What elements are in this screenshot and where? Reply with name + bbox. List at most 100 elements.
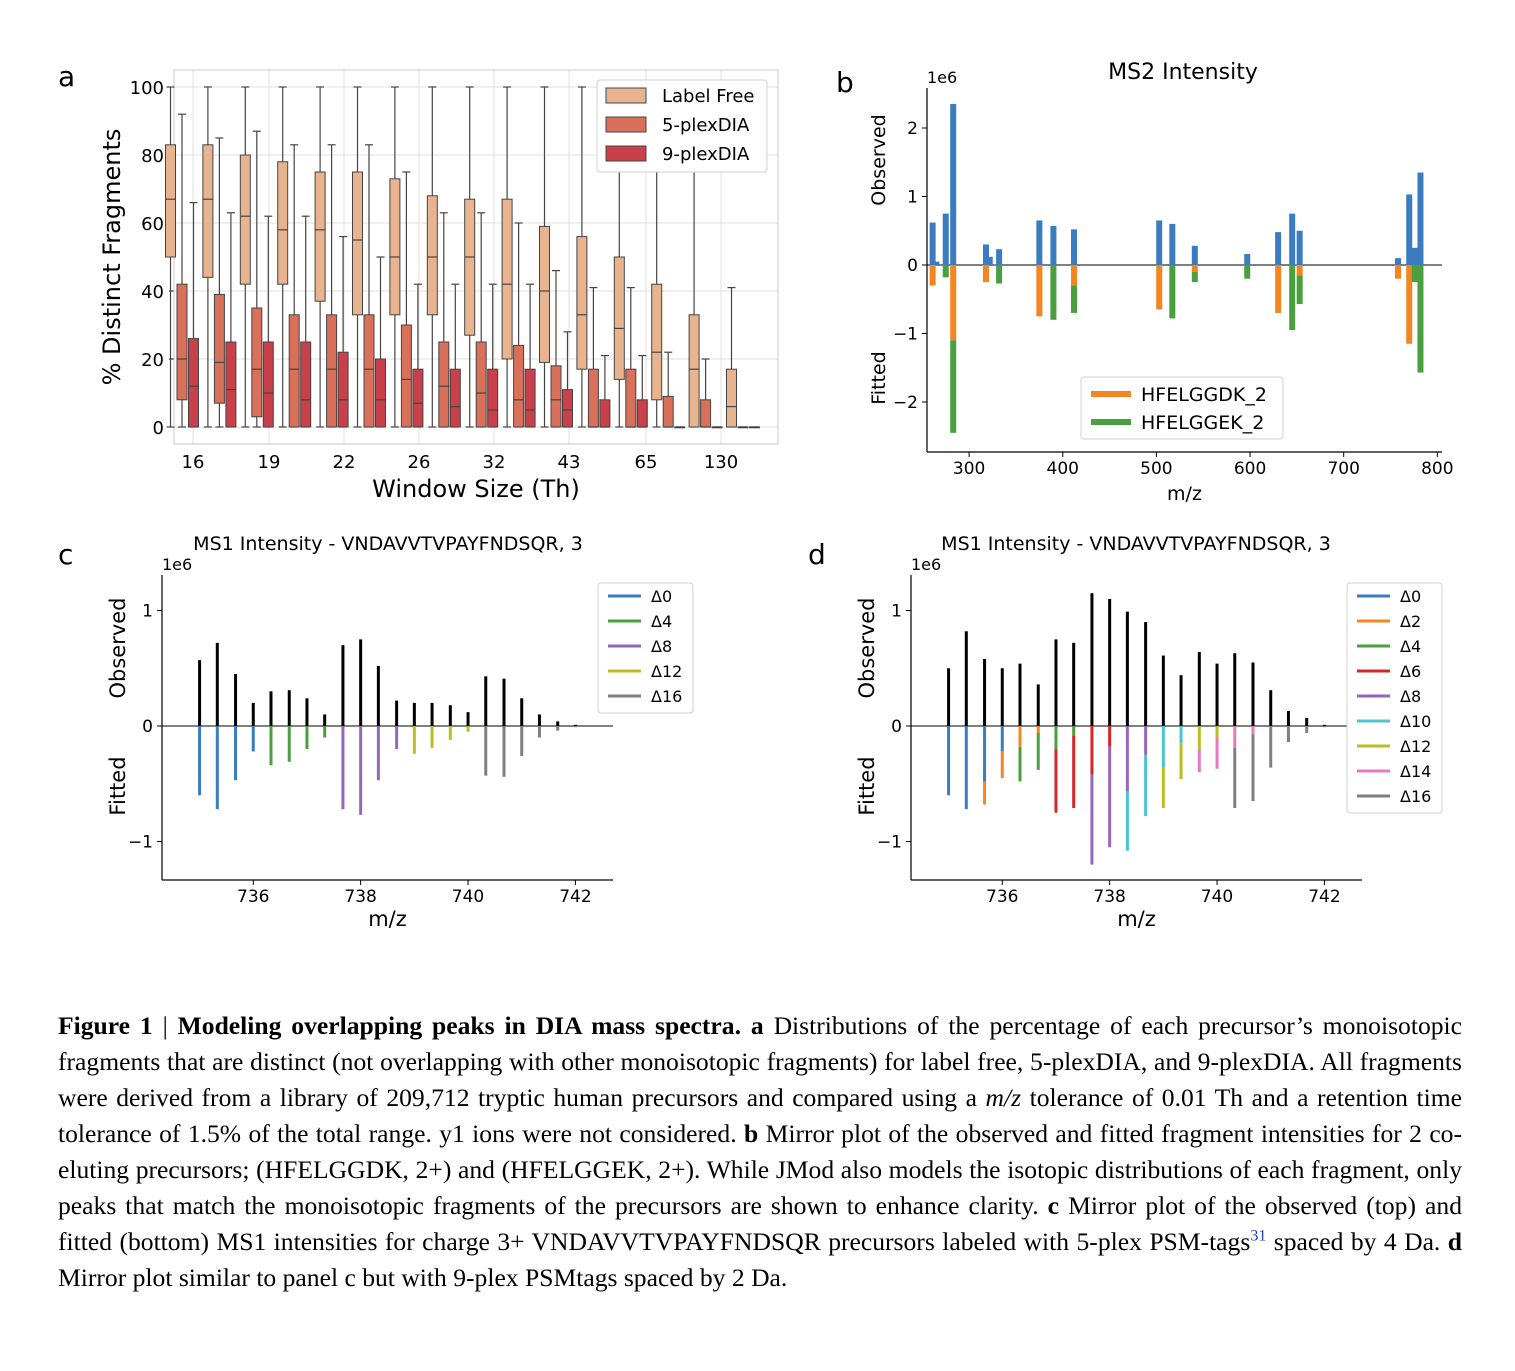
panel-a-ytick-label: 0 [153,418,164,439]
panel-a-box [202,144,214,278]
panel-c-observed-bar [466,712,470,726]
caption-b-label: b [743,1119,759,1148]
panel-c-fitted-bar [359,726,363,815]
panel-c-fitted-bar [251,726,255,752]
panel-d-fitted-bar [1233,747,1237,809]
panel-c-title: MS1 Intensity - VNDAVVTVPAYFNDSQR, 3 [193,533,583,555]
panel-c-fitted-bar [287,726,291,762]
panel-a-box [688,314,700,428]
panel-a-box [625,368,637,428]
panel-b-legend-box [1080,376,1284,440]
panel-a-box [449,368,461,428]
panel-c-observed-bar [251,702,255,726]
panel-d-fitted-bar [1018,726,1022,747]
panel-d-label: d [808,538,826,571]
panel-d-observed-bar [1018,663,1022,726]
panel-c-fitted-bar [395,726,399,750]
panel-c-ytick-label: 1 [142,602,153,622]
caption-a-label: a [750,1011,764,1040]
panel-b-fitted-bar [982,265,989,283]
panel-d-fitted-bar [1090,726,1094,775]
panel-a-legend-swatch [605,116,647,133]
panel-d-fitted-bar [1036,732,1040,770]
panel-a-legend-label: 9-plexDIA [662,144,750,165]
panel-b-observed-bar [1050,225,1057,265]
panel-b-fitted-bar [1191,265,1198,272]
panel-c-fitted-bar [484,726,488,776]
panel-d-observed-bar [1054,639,1058,726]
panel-b-label: b [836,66,854,99]
panel-d-ytick-label: 1 [891,602,902,622]
figure-caption: Figure 1 | Modeling overlapping peaks in… [58,1008,1462,1296]
caption-c-label: c [1047,1191,1060,1220]
panel-b-observed-bar [933,261,940,265]
panel-c-ytick-label: −1 [128,833,153,853]
panel-b-fitted-bar [950,340,957,433]
panel-c-observed-bar [269,691,273,726]
panel-a-xtick-label: 19 [258,452,281,473]
caption-d-text: Mirror plot similar to panel c but with … [58,1263,788,1292]
panel-d-observed-bar [947,668,951,726]
panel-a-xtick-label: 130 [704,452,738,473]
panel-b-xtick-label: 400 [1047,459,1079,479]
panel-c-observed-bar [448,705,452,726]
panel-b-observed-bar [1036,220,1043,265]
panel-d-fitted-bar [1179,743,1183,780]
panel-a-box [651,283,663,401]
panel-d-fitted-bar [1125,791,1129,851]
panel-a-box [300,341,312,428]
panel-d-xtick-label: 736 [986,887,1018,907]
panel-a-legend-swatch [605,145,647,162]
panel-c-observed-bar [323,714,327,726]
panel-a-box [326,314,338,428]
panel-a-box [636,399,648,428]
panel-b-xlabel: m/z [1167,483,1202,505]
panel-b-ytick-label: 1 [907,188,918,208]
panel-c-observed-bar [430,702,434,726]
panel-a-box [314,171,326,302]
panel-a-box [438,341,450,428]
panel-a-box [363,314,375,428]
panel-b-fitted-bar [1071,285,1078,313]
caption-d-label: d [1447,1227,1462,1256]
panel-b-fitted-bar [1394,265,1401,279]
panel-a-box [487,368,499,428]
panel-d-ytick-label: −1 [877,833,902,853]
panel-b-fitted-bar [1411,265,1418,283]
panel-c-fitted-bar [269,726,273,766]
caption-reference[interactable]: 31 [1250,1227,1267,1245]
panel-d-ytick-label: 0 [891,717,902,737]
panel-c-fitted-bar [430,726,434,748]
panel-a-box [412,368,424,428]
panel-d-observed-bar [1161,655,1165,726]
panel-b-ytick-label: 2 [907,119,918,139]
panel-a-box [464,198,476,336]
panel-d-fitted-bar [1090,774,1094,865]
panel-a-box [599,399,611,428]
panel-b-fitted-bar [1050,265,1057,320]
caption-figure-label: Figure 1 [58,1011,153,1040]
panel-a-xtick-label: 32 [483,452,506,473]
panel-a-ytick-label: 80 [141,146,164,167]
panel-d-legend-label: Δ8 [1400,687,1421,706]
panel-d-legend-label: Δ16 [1400,787,1431,806]
panel-c-observed-bar [376,665,380,726]
panel-c-legend-box [597,582,694,714]
panel-d-legend-label: Δ4 [1400,637,1421,656]
panel-b-fitted-bar [929,265,936,286]
panel-d-fitted-bar [1018,746,1022,782]
panel-b-fitted-bar [996,265,1003,284]
panel-b-ytick-label: −2 [893,393,918,413]
panel-c-scale: 1e6 [162,555,192,574]
panel-c-legend-label: Δ16 [651,687,682,706]
panel-a-ytick-label: 40 [141,282,164,303]
panel-b-fitted-bar [942,265,949,278]
panel-d-legend-label: Δ10 [1400,712,1431,731]
panel-d-fitted-bar [1144,726,1148,755]
panel-b-observed-bar [982,244,989,265]
panel-b-xtick-label: 300 [953,459,985,479]
panel-a-ytick-label: 60 [141,214,164,235]
panel-b-ylabel-fitted: Fitted [868,351,890,404]
panel-c-fitted-bar [573,726,577,728]
